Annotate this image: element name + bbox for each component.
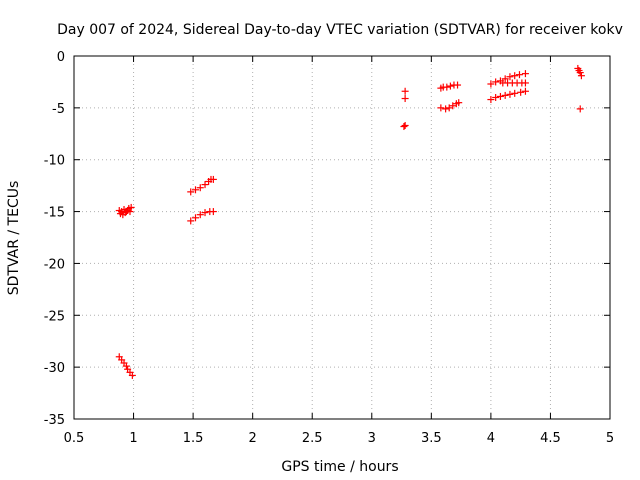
data-point [442, 105, 450, 113]
data-point [506, 90, 514, 98]
data-point [209, 175, 217, 183]
data-point [511, 89, 519, 97]
x-tick-label: 2 [249, 431, 257, 446]
data-point [501, 75, 509, 83]
data-point [187, 217, 195, 225]
chart-title: Day 007 of 2024, Sidereal Day-to-day VTE… [57, 22, 623, 38]
x-tick-label: 4.5 [540, 431, 561, 446]
data-point [201, 209, 209, 217]
y-tick-label: -25 [44, 309, 65, 324]
y-tick-label: -10 [44, 154, 65, 169]
data-point [487, 96, 495, 104]
data-point [576, 69, 584, 77]
data-point [128, 371, 136, 379]
data-point [401, 121, 409, 129]
data-point [487, 80, 495, 88]
x-tick-label: 1 [129, 431, 137, 446]
data-point [515, 71, 523, 79]
data-point [577, 72, 585, 80]
x-axis-label: GPS time / hours [281, 459, 398, 475]
data-point [506, 73, 514, 81]
y-tick-label: -5 [52, 102, 65, 117]
data-point [187, 188, 195, 196]
data-point [126, 208, 134, 216]
x-tick-labels: 0.5 1 1.5 2 2.5 3 3.5 4 4.5 5 [64, 431, 614, 446]
data-point [521, 79, 529, 87]
data-point [400, 123, 408, 131]
data-point [492, 93, 500, 101]
data-point [521, 87, 529, 95]
data-point [191, 186, 199, 194]
grid [74, 56, 610, 419]
data-point [445, 104, 453, 112]
data-point [401, 95, 409, 103]
data-point [443, 83, 451, 91]
data-points [115, 64, 585, 379]
plot-frame [73, 55, 611, 420]
data-point [576, 105, 584, 113]
data-point [455, 99, 463, 107]
y-axis-label: SDTVAR / TECUs [6, 181, 22, 296]
data-point [446, 82, 454, 90]
y-tick-label: -20 [44, 257, 65, 272]
x-tick-label: 0.5 [64, 431, 85, 446]
y-tick-label: 0 [57, 50, 65, 65]
x-tick-label: 3 [368, 431, 376, 446]
data-point [196, 184, 204, 192]
x-tick-label: 4 [487, 431, 495, 446]
data-point [449, 102, 457, 110]
data-point [496, 92, 504, 100]
data-point [209, 208, 217, 216]
data-point [437, 104, 445, 112]
x-tick-label: 2.5 [302, 431, 323, 446]
x-tick-label: 5 [606, 431, 614, 446]
data-point [191, 214, 199, 222]
data-point [511, 72, 519, 80]
data-point [127, 203, 135, 211]
y-tick-label: -35 [44, 413, 65, 428]
data-point [454, 81, 462, 89]
data-point [401, 87, 409, 95]
data-point [492, 78, 500, 86]
data-point [201, 181, 209, 189]
x-tick-label: 1.5 [183, 431, 204, 446]
y-tick-label: -15 [44, 206, 65, 221]
x-tick-label: 3.5 [421, 431, 442, 446]
data-point [517, 88, 525, 96]
data-point [521, 70, 529, 78]
y-tick-labels: 0 -5 -10 -15 -20 -25 -30 -35 [44, 50, 65, 428]
data-point [501, 91, 509, 99]
y-tick-label: -30 [44, 361, 65, 376]
data-point [122, 362, 130, 370]
data-point [196, 211, 204, 219]
